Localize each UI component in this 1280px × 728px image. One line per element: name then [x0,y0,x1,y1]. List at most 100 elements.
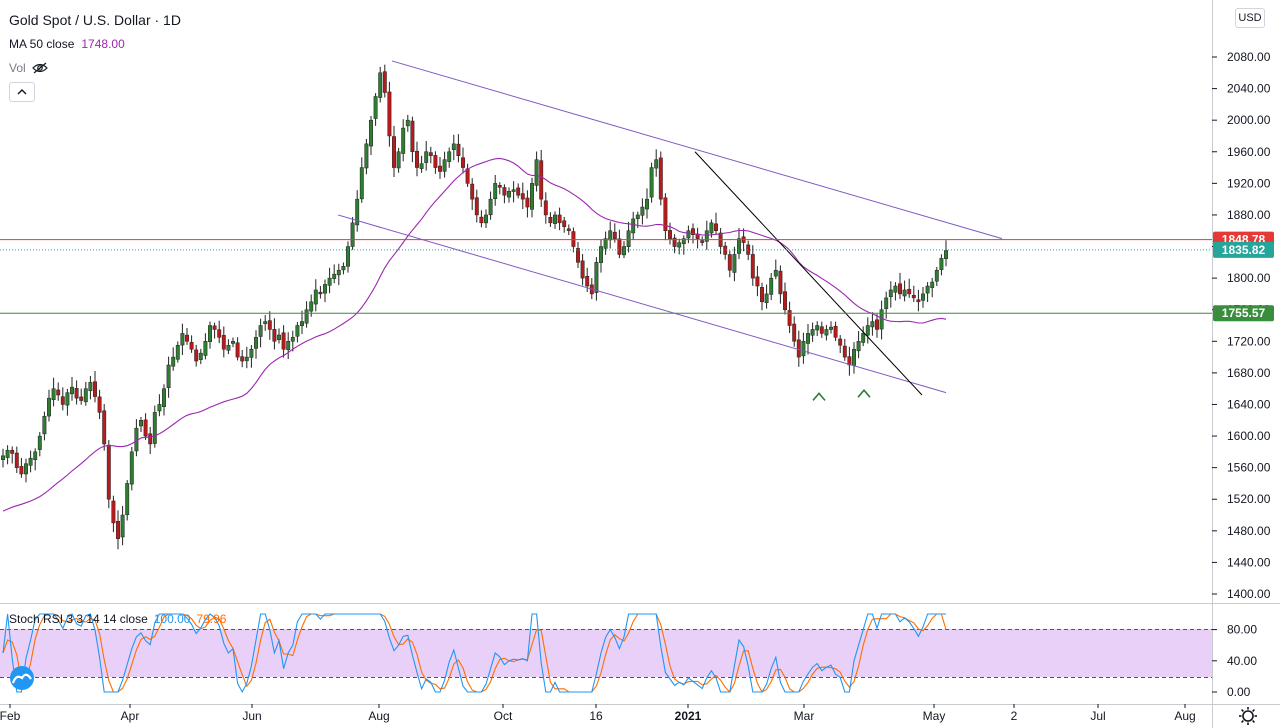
vol-legend[interactable]: Vol [9,56,181,80]
candle-body [309,301,314,312]
candle-body [842,345,847,358]
price-tick-label: 1560.00 [1227,461,1271,475]
tradingview-cloud-icon[interactable] [10,666,34,690]
candle-body [658,157,663,200]
candle-body [93,381,97,397]
candle-body [497,185,502,188]
candle-body [208,325,212,343]
candle-body [281,332,286,350]
symbol-title[interactable]: Gold Spot / U.S. Dollar · 1D [9,12,181,28]
candle-body [603,238,608,249]
collapse-legend-button[interactable] [9,82,35,102]
stoch-legend[interactable]: Stoch RSI 3 3 14 14 close 100.00 79.96 [9,612,226,626]
stoch-tick-label: 40.00 [1227,654,1257,668]
candle-body [645,198,649,210]
candle-body [764,293,769,304]
candle-body [755,276,760,287]
chevron-up-icon [17,89,27,95]
candle-body [847,356,852,366]
eye-off-icon[interactable] [31,62,48,74]
candle-body [83,388,88,403]
candle-body [778,270,783,295]
candle-body [921,293,925,301]
candle-body [244,356,249,362]
time-tick-label: Feb [0,709,21,723]
candle-body [42,416,47,435]
candle-body [562,220,567,228]
price-tick-label: 2000.00 [1227,113,1271,127]
price-label-text: 1835.82 [1222,243,1266,257]
candle-body [737,238,741,254]
candle-body [893,285,898,293]
candle-body [865,325,870,336]
candle-body [396,151,401,169]
caret-up-marker [857,388,871,398]
candle-body [925,285,930,294]
candle-body [769,277,774,295]
candle-body [74,388,79,399]
time-axis[interactable]: Feb Apr Jun Aug Oct 16 2021 Mar May 2 Jul Aug [0,704,1196,723]
candle-body [70,386,74,395]
gear-icon[interactable] [1239,707,1257,725]
candle-body [852,348,856,366]
markers [812,388,871,401]
candle-body [51,388,56,400]
caret-up-marker [812,392,826,401]
time-tick-label: Aug [368,709,389,723]
candle-body [539,160,544,200]
candle-body [295,325,300,337]
candle-body [231,341,235,344]
time-tick-label: Apr [121,709,140,723]
candle-body [79,396,84,401]
candle-body [750,254,755,279]
time-tick-label: 16 [589,709,603,723]
candle-body [369,119,373,147]
candle-body [934,269,939,282]
candle-body [861,333,866,343]
candle-body [875,319,879,330]
price-axis[interactable]: 2080.00 2040.00 2000.00 1960.00 1920.00 1880.… [1212,50,1271,601]
candle-body [810,329,815,336]
price-label-box [1213,241,1274,258]
candle-body [1,455,5,461]
candle-body [419,163,424,169]
stoch-axis[interactable]: 80.00 40.00 0.00 [1212,623,1257,699]
candle-body [258,325,263,337]
candle-body [796,339,801,358]
candle-body [649,167,654,198]
candle-body [461,157,465,168]
candle-body [746,244,751,255]
price-tick-label: 1920.00 [1227,176,1271,190]
candle-body [235,342,240,358]
ma-value: 1748.00 [81,37,125,51]
candle-body [856,341,861,352]
candle-body [493,183,498,199]
candle-body [286,341,291,350]
trendlines[interactable] [337,60,1003,396]
candle-body [709,222,714,234]
candle-body [502,187,507,196]
price-tick-label: 1440.00 [1227,555,1271,569]
stoch-d-line [2,613,947,693]
candle-body [189,342,194,350]
candle-body [898,283,902,295]
candle-body [217,329,222,338]
candle-body [691,228,695,235]
price-tick-label: 1400.00 [1227,587,1271,601]
ma-label: MA 50 close [9,37,75,51]
candle-body [392,136,396,168]
candle-body [240,356,245,362]
stoch-k-line [2,613,946,694]
candle-body [732,254,737,273]
candle-body [668,230,672,239]
candle-body [907,288,912,295]
candle-body [714,223,718,231]
candle-body [888,289,893,298]
candle-body [410,120,415,153]
candle-body [484,214,488,224]
ma-legend[interactable]: MA 50 close 1748.00 [9,32,181,56]
currency-button[interactable]: USD [1235,8,1265,28]
